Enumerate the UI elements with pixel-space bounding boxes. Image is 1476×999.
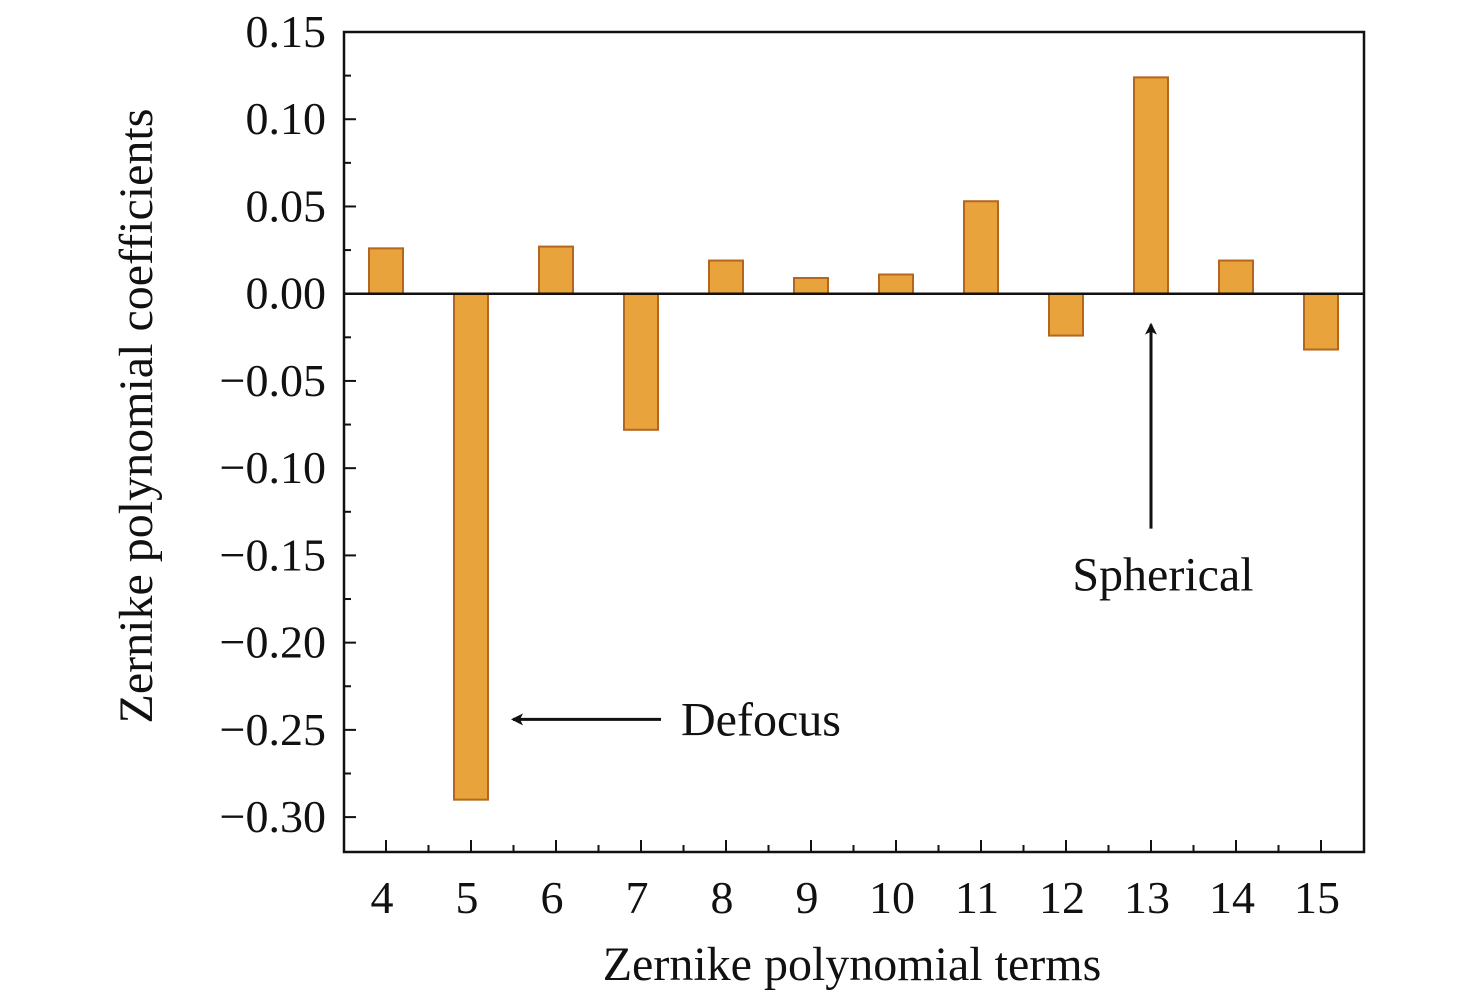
y-tick-label: −0.25 — [220, 704, 326, 755]
x-tick-labels: 4 5 6 7 8 9 10 11 12 13 14 15 — [371, 872, 1341, 923]
spherical-label: Spherical — [1072, 549, 1253, 602]
x-tick-label: 7 — [626, 872, 649, 923]
bar-term-14 — [1218, 259, 1254, 295]
bar-term-5 — [453, 292, 489, 801]
bar-term-7 — [623, 292, 659, 431]
x-tick-label: 4 — [371, 872, 394, 923]
bar-term-4 — [368, 247, 404, 295]
bar-term-12 — [1048, 292, 1084, 337]
x-tick-label: 11 — [955, 872, 999, 923]
x-tick-label: 13 — [1124, 872, 1170, 923]
axis-ticks — [344, 31, 1322, 852]
x-tick-label: 9 — [796, 872, 819, 923]
y-tick-label: 0.05 — [246, 180, 327, 231]
bar-term-15 — [1303, 292, 1339, 351]
x-tick-label: 8 — [711, 872, 734, 923]
y-tick-label: −0.10 — [220, 442, 326, 493]
y-axis-title: Zernike polynomial coefficients — [110, 109, 163, 724]
y-tick-label: −0.05 — [220, 355, 326, 406]
bar-term-11 — [963, 200, 999, 295]
x-axis-title: Zernike polynomial terms — [603, 938, 1102, 991]
bars-layer — [368, 76, 1339, 801]
y-tick-label: 0.10 — [246, 93, 327, 144]
y-tick-label: 0.15 — [246, 6, 327, 57]
y-tick-labels: 0.15 0.10 0.05 0.00 −0.05 −0.10 −0.15 −0.20 −0.2… — [220, 6, 326, 842]
x-tick-label: 5 — [456, 872, 479, 923]
bar-term-10 — [878, 273, 914, 295]
plot-frame — [342, 30, 1366, 854]
bar-term-9 — [793, 277, 829, 295]
y-tick-label: 0.00 — [246, 268, 327, 319]
y-tick-label: −0.15 — [220, 529, 326, 580]
x-tick-label: 6 — [541, 872, 564, 923]
x-tick-label: 14 — [1209, 872, 1255, 923]
bar-term-6 — [538, 245, 574, 295]
y-tick-label: −0.30 — [220, 791, 326, 842]
annotations: Defocus Spherical — [511, 322, 1254, 746]
bar-term-8 — [708, 259, 744, 295]
bar-term-13 — [1133, 76, 1169, 295]
y-tick-label: −0.20 — [220, 617, 326, 668]
x-tick-label: 10 — [869, 872, 915, 923]
defocus-label: Defocus — [681, 693, 841, 746]
x-tick-label: 15 — [1294, 872, 1340, 923]
x-tick-label: 12 — [1039, 872, 1085, 923]
